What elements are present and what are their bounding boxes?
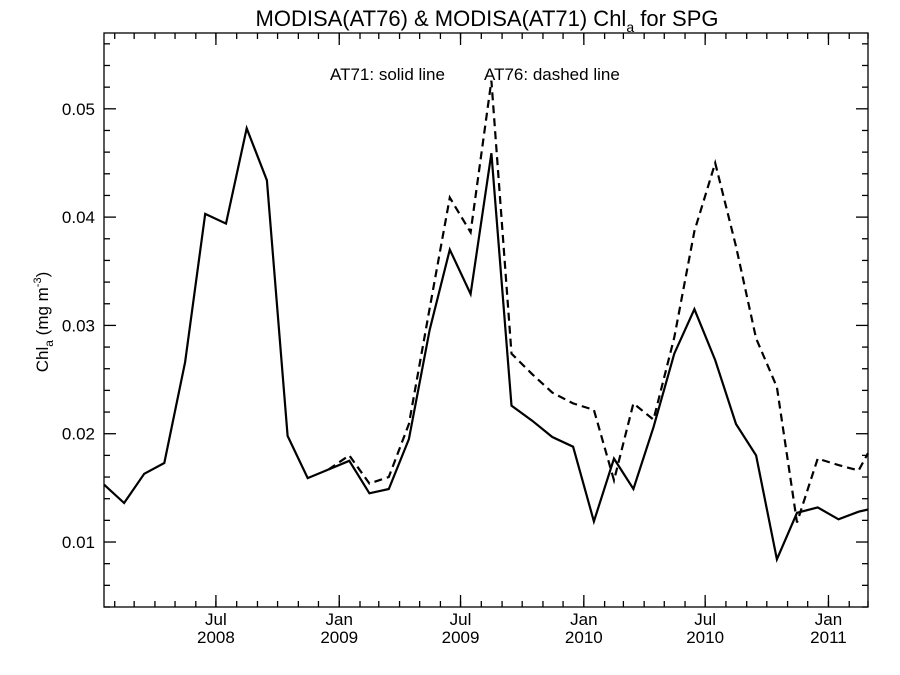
x-tick-month-label: Jan	[815, 610, 842, 629]
plot-frame	[103, 32, 869, 608]
x-tick-year-label: 2011	[810, 628, 847, 647]
legend-solid-text: AT71: solid line	[330, 65, 445, 84]
y-tick-label: 0.05	[62, 100, 95, 119]
tick-labels: 0.010.020.030.040.05Jul2008Jan2009Jul200…	[62, 100, 847, 647]
x-tick-year-label: 2008	[197, 628, 235, 647]
x-tick-year-label: 2009	[442, 628, 480, 647]
x-tick-month-label: Jan	[570, 610, 597, 629]
x-tick-year-label: 2010	[686, 628, 724, 647]
series-lines	[103, 80, 869, 563]
series-line-at71	[103, 124, 869, 563]
x-tick-year-label: 2009	[320, 628, 358, 647]
legend-dashed-text: AT76: dashed line	[484, 65, 620, 84]
series-line-at76	[327, 80, 869, 523]
chart-title: MODISA(AT76) & MODISA(AT71) Chla for SPG	[256, 6, 719, 35]
tick-marks	[104, 33, 869, 608]
x-tick-month-label: Jan	[326, 610, 353, 629]
x-tick-month-label: Jul	[205, 610, 227, 629]
x-tick-month-label: Jul	[450, 610, 472, 629]
x-tick-month-label: Jul	[694, 610, 716, 629]
y-axis-label: Chla (mg m-3)	[32, 272, 56, 373]
y-tick-label: 0.02	[62, 425, 95, 444]
y-tick-label: 0.03	[62, 316, 95, 335]
y-tick-label: 0.01	[62, 533, 95, 552]
y-tick-label: 0.04	[62, 208, 95, 227]
x-tick-year-label: 2010	[565, 628, 603, 647]
